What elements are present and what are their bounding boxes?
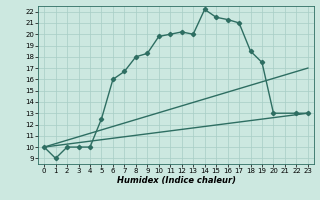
X-axis label: Humidex (Indice chaleur): Humidex (Indice chaleur): [116, 176, 236, 185]
